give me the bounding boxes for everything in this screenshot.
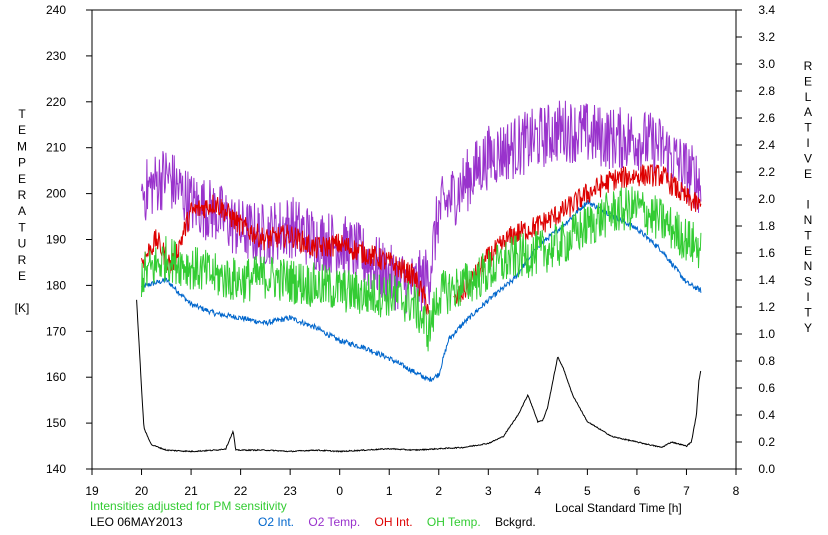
x-axis-label: Local Standard Time [h] [555, 501, 682, 515]
left-axis-title-letter: E [18, 269, 26, 283]
right-tick-label: 2.6 [758, 111, 775, 125]
right-tick-label: 0.6 [758, 381, 775, 395]
left-tick-label: 140 [46, 462, 66, 476]
right-tick-label: 3.2 [758, 30, 775, 44]
axes: 19 20 21 22 23 0 1 2 3 4 5 6 7 8140150160170180190200… [46, 3, 775, 498]
x-tick-label: 2 [435, 484, 442, 498]
right-axis-title-letter: N [804, 213, 813, 227]
station-date-text: LEO 06MAY2013 [90, 515, 183, 529]
right-tick-label: 1.8 [758, 219, 775, 233]
right-axis-title-letter: R [804, 59, 813, 73]
series-lines [136, 100, 702, 453]
x-tick-label: 3 [485, 484, 492, 498]
x-tick-label: 1 [386, 484, 393, 498]
right-tick-label: 2.4 [758, 138, 775, 152]
series-line [141, 186, 702, 352]
x-tick-label: 8 [733, 484, 740, 498]
right-axis-title-letter: E [804, 74, 812, 88]
left-tick-label: 200 [46, 187, 66, 201]
right-tick-label: 3.4 [758, 3, 775, 17]
right-tick-label: 0.4 [758, 408, 775, 422]
x-tick-label: 20 [135, 484, 149, 498]
left-tick-label: 240 [46, 3, 66, 17]
legend-item-o2-int: O2 Int. [258, 515, 295, 529]
right-axis-title-letter: T [804, 305, 812, 319]
series-line [136, 299, 702, 453]
left-axis-title-letter: T [18, 220, 26, 234]
series-line [141, 199, 702, 382]
left-tick-label: 230 [46, 49, 66, 63]
left-axis-title-letter: U [18, 237, 27, 251]
left-axis-title-letter: M [17, 139, 27, 153]
right-axis-title-letter: E [804, 244, 812, 258]
right-axis-title-letter: T [804, 121, 812, 135]
x-tick-label: 0 [336, 484, 343, 498]
right-tick-label: 1.0 [758, 327, 775, 341]
right-axis-title-letter: E [804, 167, 812, 181]
right-tick-label: 1.4 [758, 273, 775, 287]
right-axis-title-letter: S [804, 275, 812, 289]
right-tick-label: 0.0 [758, 462, 775, 476]
series-oh-int [141, 163, 702, 316]
series-line [141, 194, 430, 316]
left-tick-label: 180 [46, 278, 66, 292]
left-axis-unit: [K] [15, 301, 30, 315]
right-axis-title-letter: I [806, 198, 809, 212]
right-tick-label: 1.2 [758, 300, 775, 314]
legend-item-bckgrd: Bckgrd. [495, 515, 536, 529]
right-axis-title-letter: T [804, 228, 812, 242]
x-tick-label: 7 [683, 484, 690, 498]
x-tick-label: 4 [535, 484, 542, 498]
left-axis-title-letter: A [18, 204, 26, 218]
right-tick-label: 2.8 [758, 84, 775, 98]
right-axis-title-letter: N [804, 259, 813, 273]
x-tick-label: 22 [234, 484, 248, 498]
left-tick-label: 190 [46, 233, 66, 247]
series-line [453, 163, 702, 305]
note-text: Intensities adjusted for PM sensitivity [90, 499, 287, 513]
plot-area-frame [91, 9, 737, 470]
right-tick-label: 2.0 [758, 192, 775, 206]
x-tick-label: 19 [85, 484, 99, 498]
left-tick-label: 170 [46, 324, 66, 338]
right-axis-title-letter: V [804, 151, 812, 165]
x-tick-label: 21 [184, 484, 198, 498]
left-axis-title-letter: T [18, 107, 26, 121]
left-axis-title-letter: R [18, 188, 27, 202]
x-tick-label: 5 [584, 484, 591, 498]
legend-item-o2-temp: O2 Temp. [308, 515, 361, 529]
x-tick-label: 23 [283, 484, 297, 498]
series-oh-temp [141, 186, 702, 352]
right-tick-label: 2.2 [758, 165, 775, 179]
series-bckgrd [136, 299, 702, 453]
left-axis-title-letter: R [18, 253, 27, 267]
legend-item-oh-temp: OH Temp. [426, 515, 481, 529]
right-axis-title-letter: Y [804, 321, 812, 335]
legend: O2 Int. O2 Temp. OH Int. OH Temp. Bckgrd… [258, 515, 536, 529]
left-tick-label: 210 [46, 141, 66, 155]
right-axis-title-letter: L [805, 90, 812, 104]
right-axis-title-letter: I [806, 136, 809, 150]
right-tick-label: 0.8 [758, 354, 775, 368]
left-axis-title-letter: E [18, 172, 26, 186]
left-axis-title-letter: P [18, 156, 26, 170]
legend-item-oh-int: OH Int. [374, 515, 413, 529]
right-axis-title-letter: A [804, 105, 812, 119]
left-tick-label: 220 [46, 95, 66, 109]
left-tick-label: 160 [46, 370, 66, 384]
left-tick-label: 150 [46, 416, 66, 430]
series-o2-int [141, 199, 702, 382]
right-axis-title-letter: I [806, 290, 809, 304]
right-tick-label: 0.2 [758, 435, 775, 449]
x-tick-label: 6 [634, 484, 641, 498]
left-axis-title-letter: E [18, 123, 26, 137]
right-tick-label: 3.0 [758, 57, 775, 71]
right-tick-label: 1.6 [758, 246, 775, 260]
